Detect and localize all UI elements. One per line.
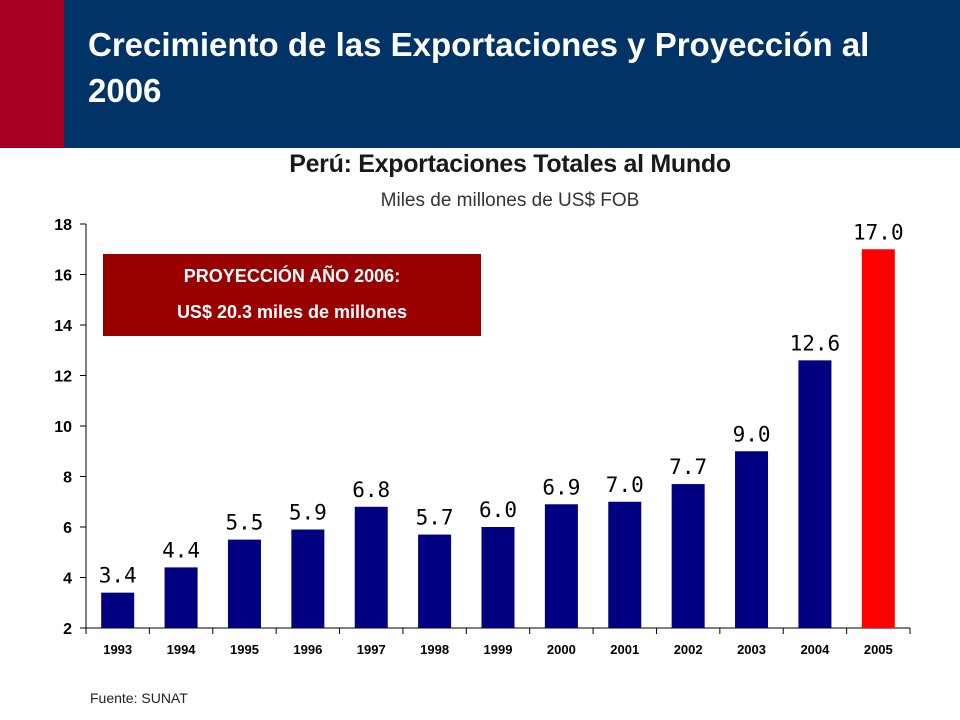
projection-label: PROYECCIÓN AÑO 2006: (183, 266, 401, 286)
value-label-2001: 7.0 (606, 473, 644, 497)
y-tick-label: 14 (54, 318, 72, 335)
value-label-2005: 17.0 (853, 220, 904, 244)
chart-subtitle: Miles de millones de US$ FOB (380, 190, 640, 211)
slide-title: Crecimiento de las Exportaciones y Proye… (88, 26, 870, 109)
x-tick-label-2005: 2005 (864, 642, 893, 657)
bar-2004 (798, 360, 832, 628)
bar-1993 (101, 592, 135, 628)
x-tick-label-2004: 2004 (800, 642, 830, 657)
value-label-1999: 6.0 (479, 498, 517, 522)
value-label-1995: 5.5 (225, 511, 263, 535)
chart-title: Perú: Exportaciones Totales al Mundo (289, 150, 731, 178)
header-accent (0, 0, 64, 148)
bar-1998 (418, 534, 452, 628)
x-tick-label-2000: 2000 (547, 642, 576, 657)
y-tick-label: 2 (63, 621, 72, 638)
bar-2001 (608, 501, 642, 628)
header-bar (0, 0, 960, 148)
y-tick-label: 6 (63, 520, 72, 537)
y-tick-label: 16 (54, 268, 72, 285)
bar-2000 (544, 504, 578, 628)
value-label-1994: 4.4 (162, 538, 200, 562)
x-tick-label-1997: 1997 (357, 642, 386, 657)
x-tick-label-1998: 1998 (420, 642, 449, 657)
value-label-2002: 7.7 (669, 455, 707, 479)
x-tick-label-1999: 1999 (484, 642, 513, 657)
y-tick-label: 12 (54, 369, 72, 386)
value-label-1997: 6.8 (352, 478, 390, 502)
value-label-1996: 5.9 (289, 501, 327, 525)
y-tick-label: 18 (54, 217, 72, 234)
bar-1997 (354, 506, 388, 628)
bar-2005 (861, 249, 895, 628)
bar-1995 (227, 539, 261, 628)
y-tick-label: 10 (54, 419, 72, 436)
x-tick-label-1993: 1993 (103, 642, 132, 657)
source-note: Fuente: SUNAT (90, 690, 188, 706)
projection-value: US$ 20.3 miles de millones (176, 302, 408, 322)
value-label-2003: 9.0 (733, 422, 771, 446)
bar-1999 (481, 527, 515, 628)
y-tick-label: 8 (63, 470, 72, 487)
bar-1996 (291, 529, 325, 628)
value-label-2004: 12.6 (790, 331, 841, 355)
value-label-2000: 6.9 (542, 475, 580, 499)
x-tick-label-2001: 2001 (610, 642, 639, 657)
x-tick-label-2003: 2003 (737, 642, 766, 657)
x-tick-label-1994: 1994 (167, 642, 197, 657)
x-tick-label-1995: 1995 (230, 642, 259, 657)
bar-1994 (164, 567, 198, 628)
value-label-1993: 3.4 (99, 564, 137, 588)
x-tick-label-2002: 2002 (674, 642, 703, 657)
bar-2002 (671, 484, 705, 628)
x-tick-label-1996: 1996 (293, 642, 322, 657)
bar-2003 (735, 451, 769, 628)
value-label-1998: 5.7 (416, 506, 454, 530)
y-tick-label: 4 (63, 571, 72, 588)
projection-box: PROYECCIÓN AÑO 2006: US$ 20.3 miles de m… (103, 254, 481, 336)
